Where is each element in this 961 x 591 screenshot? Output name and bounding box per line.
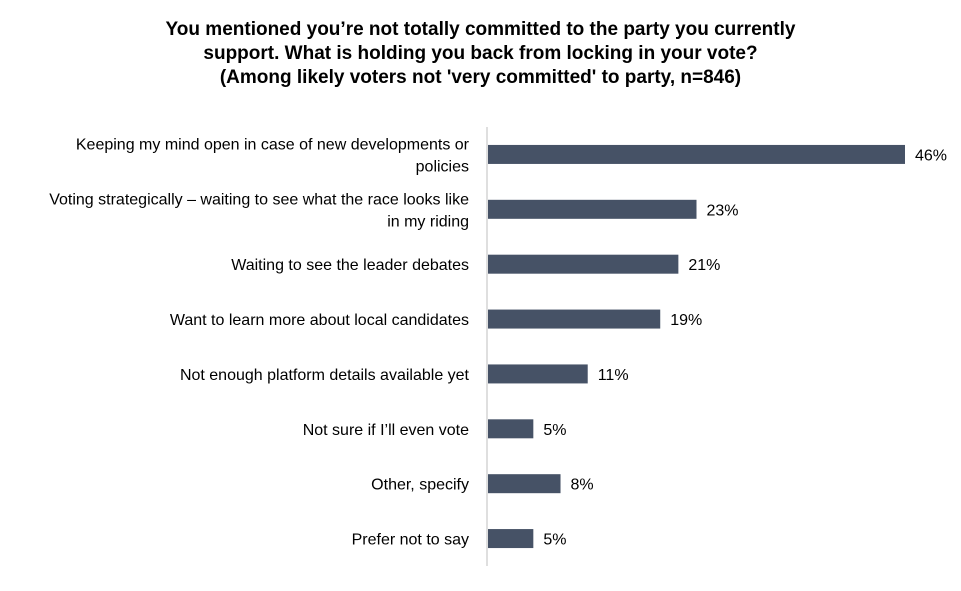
category-label-0-line-0: Keeping my mind open in case of new deve… xyxy=(76,136,470,153)
category-label-2-line-0: Waiting to see the leader debates xyxy=(231,257,469,274)
value-label-4: 11% xyxy=(598,367,629,384)
chart-title-line-1: You mentioned you’re not totally committ… xyxy=(165,19,796,40)
category-label-1-line-0: Voting strategically – waiting to see wh… xyxy=(49,191,469,208)
category-label-1-line-1: in my riding xyxy=(387,213,469,230)
category-label-2: Waiting to see the leader debates xyxy=(231,257,469,274)
value-label-7: 5% xyxy=(543,532,566,549)
category-label-3-line-0: Want to learn more about local candidate… xyxy=(170,312,469,329)
value-label-1: 23% xyxy=(707,202,739,219)
category-label-5: Not sure if I’ll even vote xyxy=(303,422,469,439)
category-label-0-line-1: policies xyxy=(416,158,469,175)
category-label-6-line-0: Other, specify xyxy=(371,477,469,494)
bar-7 xyxy=(488,529,534,549)
value-label-3: 19% xyxy=(670,312,702,329)
bar-5 xyxy=(488,419,534,439)
bar-3 xyxy=(488,309,661,329)
value-label-0: 46% xyxy=(915,147,947,164)
category-label-4-line-0: Not enough platform details available ye… xyxy=(180,367,470,384)
value-label-5: 5% xyxy=(543,422,566,439)
bar-2 xyxy=(488,254,679,274)
bar-6 xyxy=(488,474,561,494)
value-label-6: 8% xyxy=(571,477,594,494)
category-label-7: Prefer not to say xyxy=(352,532,469,549)
chart-title-line-2: support. What is holding you back from l… xyxy=(203,43,758,64)
labels-group: 46% Keeping my mind open in case of new d… xyxy=(49,136,947,548)
category-label-6: Other, specify xyxy=(371,477,469,494)
bar-0 xyxy=(488,144,905,164)
category-label-4: Not enough platform details available ye… xyxy=(180,367,470,384)
bar-4 xyxy=(488,364,588,384)
category-label-0: Keeping my mind open in case of new deve… xyxy=(76,136,470,175)
category-label-1: Voting strategically – waiting to see wh… xyxy=(49,191,469,230)
bars-group xyxy=(488,144,905,549)
category-label-7-line-0: Prefer not to say xyxy=(352,532,469,549)
value-label-2: 21% xyxy=(688,257,720,274)
chart-title-line-3: (Among likely voters not 'very committed… xyxy=(219,67,742,88)
bar-1 xyxy=(488,199,697,219)
chart-title: You mentioned you’re not totally committ… xyxy=(0,18,961,90)
category-label-3: Want to learn more about local candidate… xyxy=(170,312,469,329)
category-label-5-line-0: Not sure if I’ll even vote xyxy=(303,422,469,439)
